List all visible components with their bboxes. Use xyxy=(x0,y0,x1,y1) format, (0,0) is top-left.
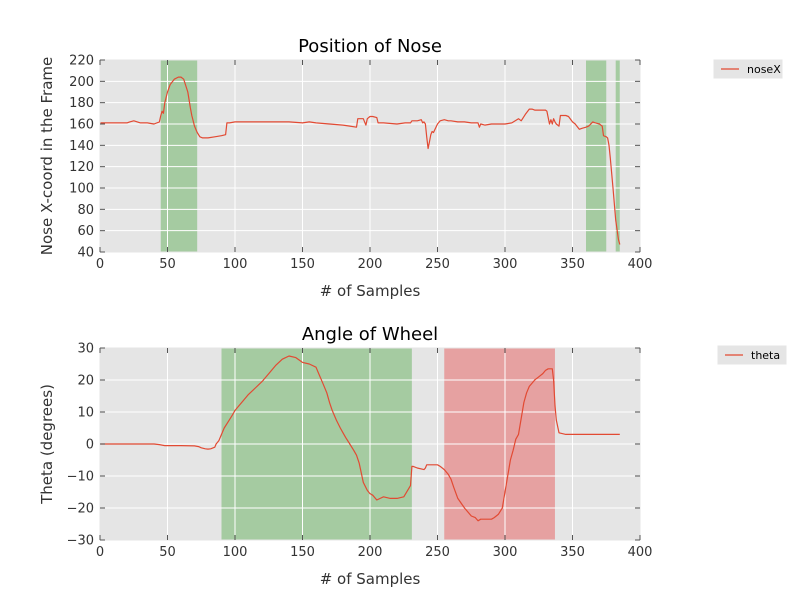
theta-x-tick-label: 400 xyxy=(628,545,653,560)
wheel-angle-chart: 0 50 100 150 200 250 300 350 400 −30 −20 −10 0 10 20 30… xyxy=(38,324,787,588)
nose-y-tick-label: 120 xyxy=(69,160,94,175)
theta-x-tick-label: 250 xyxy=(425,545,450,560)
theta-y-tick-label: 10 xyxy=(77,406,94,421)
nose-x-tick-label: 50 xyxy=(159,257,176,272)
nose-shaded-region-2 xyxy=(615,60,620,252)
theta-y-tick-label: −10 xyxy=(67,470,94,485)
nose-y-tick-label: 200 xyxy=(69,75,94,90)
theta-x-axis-label: # of Samples xyxy=(320,570,421,588)
theta-x-tick-label: 350 xyxy=(560,545,585,560)
theta-legend-box xyxy=(717,345,787,365)
nose-x-tick-label: 100 xyxy=(223,257,248,272)
nose-y-axis-label: Nose X-coord in the Frame xyxy=(38,57,56,256)
theta-y-tick-label: −30 xyxy=(67,534,94,549)
nose-position-chart: 0 50 100 150 200 250 300 350 400 40 60 80 100 120 140 1… xyxy=(38,36,783,300)
nose-y-tick-label: 220 xyxy=(69,54,94,69)
theta-x-tick-label: 300 xyxy=(493,545,518,560)
theta-y-tick-label: −20 xyxy=(67,502,94,517)
nose-y-tick-label: 40 xyxy=(77,246,94,261)
nose-x-tick-label: 150 xyxy=(290,257,315,272)
nose-x-tick-label: 200 xyxy=(358,257,383,272)
theta-y-axis-label: Theta (degrees) xyxy=(38,384,56,505)
theta-x-tick-label: 100 xyxy=(223,545,248,560)
theta-x-tick-label: 200 xyxy=(358,545,383,560)
nose-shaded-region-0 xyxy=(160,60,198,252)
nose-x-tick-label: 400 xyxy=(628,257,653,272)
nose-legend: noseX xyxy=(713,59,783,79)
nose-chart-title: Position of Nose xyxy=(298,36,442,57)
nose-x-tick-label: 300 xyxy=(493,257,518,272)
theta-x-tick-label: 50 xyxy=(159,545,176,560)
nose-x-tick-label: 250 xyxy=(425,257,450,272)
theta-y-tick-label: 0 xyxy=(86,438,94,453)
nose-series-line-noseX xyxy=(100,76,621,245)
nose-y-tick-label: 80 xyxy=(77,203,94,218)
nose-shaded-region-1 xyxy=(586,60,607,252)
nose-x-tick-label: 0 xyxy=(96,257,104,272)
theta-series-line-theta xyxy=(100,355,620,522)
nose-legend-box xyxy=(713,59,783,79)
nose-x-axis-label: # of Samples xyxy=(320,282,421,300)
theta-chart-title: Angle of Wheel xyxy=(302,324,438,345)
theta-y-tick-label: 30 xyxy=(77,342,94,357)
nose-y-tick-label: 180 xyxy=(69,96,94,111)
nose-y-tick-label: 100 xyxy=(69,182,94,197)
theta-x-tick-label: 0 xyxy=(96,545,104,560)
nose-y-tick-label: 140 xyxy=(69,139,94,154)
theta-y-tick-label: 20 xyxy=(77,374,94,389)
nose-legend-label: noseX xyxy=(747,63,781,76)
nose-y-tick-label: 60 xyxy=(77,224,94,239)
nose-y-tick-label: 160 xyxy=(69,118,94,133)
theta-legend: theta xyxy=(717,345,787,365)
theta-x-tick-label: 150 xyxy=(290,545,315,560)
nose-x-tick-label: 350 xyxy=(560,257,585,272)
theta-legend-label: theta xyxy=(751,349,780,362)
